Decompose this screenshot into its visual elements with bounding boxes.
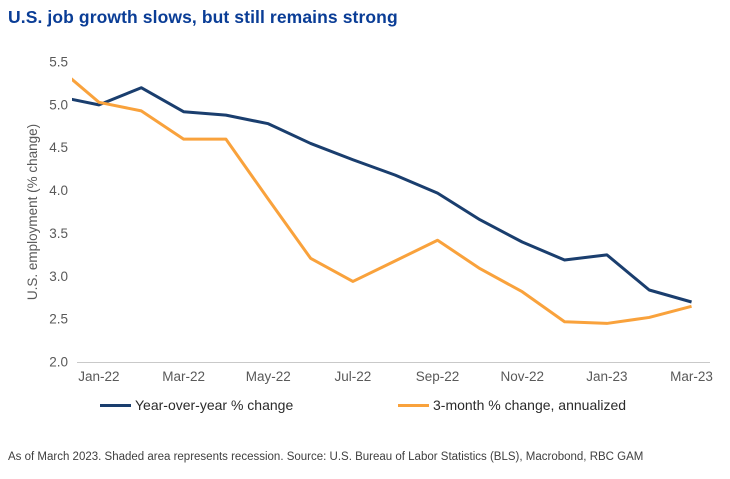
x-tick-label: May-22 [246, 369, 291, 384]
x-tick-label: Jul-22 [335, 369, 372, 384]
footnote-source-text: As of March 2023. Shaded area represents… [8, 451, 644, 463]
y-tick-label: 3.0 [49, 269, 68, 284]
series-line-0 [72, 86, 692, 304]
x-tick-label: Jan-23 [586, 369, 627, 384]
chart-title: U.S. job growth slows, but still remains… [8, 7, 398, 27]
x-tick-label: Nov-22 [500, 369, 544, 384]
x-tick-label: Mar-23 [670, 369, 713, 384]
x-tick-label: Jan-22 [78, 369, 119, 384]
y-tick-label: 5.0 [49, 97, 68, 112]
legend-item-year-over-year: Year-over-year % change [100, 396, 293, 414]
y-tick-label: 5.5 [49, 55, 68, 70]
legend-swatch-orange [398, 403, 429, 407]
series-line-1 [72, 77, 692, 325]
y-tick-label: 3.5 [49, 226, 68, 241]
x-tick-label: Sep-22 [416, 369, 460, 384]
y-axis-title: U.S. employment (% change) [25, 124, 40, 300]
y-tick-label: 4.0 [49, 183, 68, 198]
legend-swatch-navy [100, 403, 131, 407]
legend-label-3-month: 3-month % change, annualized [433, 397, 627, 413]
y-axis-tick-labels: 2.0 2.5 3.0 3.5 4.0 4.5 5.0 5.5 [49, 55, 68, 370]
legend-label-year-over-year: Year-over-year % change [135, 397, 294, 413]
x-tick-label: Mar-22 [162, 369, 205, 384]
y-tick-label: 4.5 [49, 140, 68, 155]
legend-item-3-month: 3-month % change, annualized [398, 396, 626, 414]
y-tick-label: 2.5 [49, 312, 68, 327]
series-lines [72, 77, 692, 325]
y-tick-label: 2.0 [49, 355, 68, 370]
x-axis-tick-labels: Jan-22 Mar-22 May-22 Jul-22 Sep-22 Nov-22 Jan-… [78, 369, 713, 384]
